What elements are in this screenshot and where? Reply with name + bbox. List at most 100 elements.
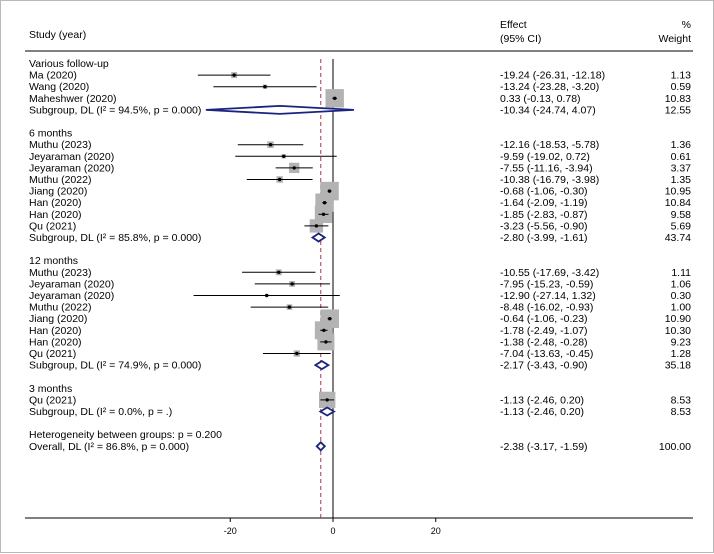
group-label: 3 months (29, 383, 72, 395)
study-label: Qu (2021) (29, 394, 76, 406)
effect-column-header: Effect (500, 19, 527, 31)
study-label: Qu (2021) (29, 220, 76, 232)
study-point-estimate (332, 96, 337, 101)
weight-column-header: Weight (659, 33, 692, 45)
subgroup-effect-ci-value: -2.17 (-3.43, -0.90) (500, 360, 588, 372)
heterogeneity-note: Heterogeneity between groups: p = 0.200 (29, 429, 222, 441)
subgroup-diamond (310, 232, 327, 243)
study-point-estimate (295, 351, 299, 356)
subgroup-label: Subgroup, DL (I² = 94.5%, p = 0.000) (29, 104, 201, 116)
weight-value: 1.00 (671, 302, 692, 314)
subgroup-weight-value: 43.74 (665, 232, 691, 244)
weight-value: 10.84 (665, 197, 691, 209)
study-label: Jiang (2020) (29, 186, 87, 198)
effect-ci-value: -0.68 (-1.06, -0.30) (500, 186, 588, 198)
study-label: Muthu (2023) (29, 139, 91, 151)
weight-value: 1.11 (671, 267, 691, 279)
effect-ci-value: -1.13 (-2.46, 0.20) (500, 394, 584, 406)
subgroup-diamond (318, 406, 336, 417)
study-label: Muthu (2023) (29, 267, 91, 279)
effect-ci-value: -7.95 (-15.23, -0.59) (500, 278, 593, 290)
effect-ci-value: -12.90 (-27.14, 1.32) (500, 290, 596, 302)
effect-ci-value: -7.55 (-11.16, -3.94) (500, 162, 593, 174)
study-point-estimate (322, 201, 327, 205)
weight-value: 1.36 (671, 139, 692, 151)
study-point-estimate (325, 398, 329, 402)
study-label: Ma (2020) (29, 70, 77, 82)
study-point-estimate (314, 224, 319, 228)
study-label: Han (2020) (29, 336, 82, 348)
group-label: 12 months (29, 255, 78, 267)
effect-ci-value: -10.38 (-16.79, -3.98) (500, 174, 599, 186)
study-point-estimate (282, 154, 286, 158)
subgroup-weight-value: 35.18 (665, 360, 691, 372)
ci-column-header: (95% CI) (500, 33, 541, 45)
effect-ci-value: 0.33 (-0.13, 0.78) (500, 93, 581, 105)
x-tick-label: 20 (431, 526, 441, 536)
study-point-estimate (290, 282, 294, 286)
weight-percent-header: % (682, 19, 691, 31)
study-label: Jeyaraman (2020) (29, 278, 114, 290)
overall-effect-ci-value: -2.38 (-3.17, -1.59) (500, 441, 588, 453)
subgroup-label: Subgroup, DL (I² = 74.9%, p = 0.000) (29, 360, 201, 372)
weight-value: 1.35 (671, 174, 692, 186)
study-point-estimate (324, 340, 328, 344)
weight-value: 3.37 (671, 162, 692, 174)
study-label: Maheshwer (2020) (29, 93, 117, 105)
study-label: Jeyaraman (2020) (29, 162, 114, 174)
effect-ci-value: -1.78 (-2.49, -1.07) (500, 325, 588, 337)
weight-value: 10.95 (665, 186, 691, 198)
overall-diamond (315, 441, 327, 452)
subgroup-label: Subgroup, DL (I² = 0.0%, p = .) (29, 406, 172, 418)
study-point-estimate (322, 328, 326, 332)
subgroup-effect-ci-value: -2.80 (-3.99, -1.61) (500, 232, 588, 244)
effect-ci-value: -19.24 (-26.31, -12.18) (500, 70, 605, 82)
study-label: Jeyaraman (2020) (29, 151, 114, 163)
subgroup-effect-ci-value: -1.13 (-2.46, 0.20) (500, 406, 584, 418)
subgroup-weight-value: 8.53 (671, 406, 692, 418)
x-axis: -20 0 20 (224, 518, 441, 536)
study-point-estimate (292, 166, 296, 170)
effect-ci-value: -12.16 (-18.53, -5.78) (500, 139, 599, 151)
weight-value: 1.06 (671, 278, 692, 290)
study-point-estimate (277, 270, 281, 274)
study-point-estimate (232, 73, 236, 77)
effect-ci-value: -3.23 (-5.56, -0.90) (500, 220, 588, 232)
subgroup-diamond (313, 360, 331, 371)
overall-label: Overall, DL (I² = 86.8%, p = 0.000) (29, 441, 189, 453)
effect-ci-value: -10.55 (-17.69, -3.42) (500, 267, 599, 279)
study-point-estimate (287, 305, 292, 309)
weight-value: 1.28 (671, 348, 692, 360)
effect-ci-value: -1.85 (-2.83, -0.87) (500, 209, 588, 221)
weight-value: 5.69 (671, 220, 692, 232)
study-label: Wang (2020) (29, 81, 89, 93)
weight-value: 9.58 (671, 209, 692, 221)
weight-value: 9.23 (671, 336, 692, 348)
effect-ci-value: -1.38 (-2.48, -0.28) (500, 336, 588, 348)
study-point-estimate (328, 317, 332, 321)
x-tick-label: 0 (330, 526, 335, 536)
weight-value: 0.30 (671, 290, 692, 302)
weight-value: 0.59 (671, 81, 692, 93)
study-point-estimate (321, 212, 326, 216)
study-label: Han (2020) (29, 209, 82, 221)
subgroup-diamond (205, 104, 354, 115)
study-label: Qu (2021) (29, 348, 76, 360)
effect-ci-value: -8.48 (-16.02, -0.93) (500, 302, 593, 314)
study-point-estimate (268, 143, 273, 147)
weight-value: 0.61 (671, 151, 692, 163)
study-point-estimate (327, 189, 332, 193)
study-label: Muthu (2022) (29, 174, 91, 186)
effect-ci-value: -1.64 (-2.09, -1.19) (500, 197, 588, 209)
study-label: Han (2020) (29, 197, 82, 209)
effect-ci-value: -13.24 (-23.28, -3.20) (500, 81, 599, 93)
study-label: Jeyaraman (2020) (29, 290, 114, 302)
effect-ci-value: -0.64 (-1.06, -0.23) (500, 313, 588, 325)
group-label: 6 months (29, 128, 72, 140)
overall-weight-value: 100.00 (659, 441, 691, 453)
weight-value: 8.53 (671, 394, 692, 406)
subgroup-effect-ci-value: -10.34 (-24.74, 4.07) (500, 104, 596, 116)
